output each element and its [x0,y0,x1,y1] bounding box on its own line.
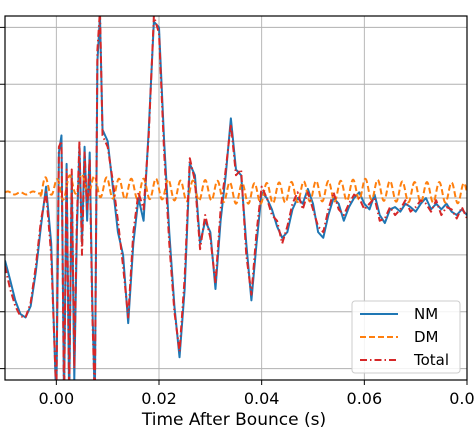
x-axis-label: Time After Bounce (s) [141,410,326,430]
x-tick-label-2: 0.04 [244,389,280,408]
x-tick-label-4: 0.08 [449,389,474,408]
legend-box [351,300,461,374]
legend-label-dm: DM [414,328,439,346]
legend-label-total: Total [413,351,449,369]
series-line-total [5,16,467,380]
plot-area [5,16,467,380]
ticks: 0.00 0.02 0.04 0.06 0.08 [0,26,474,408]
x-tick-label-3: 0.06 [347,389,383,408]
series-layer [5,16,467,380]
x-tick-label-0: 0.00 [39,389,75,408]
x-tick-label-1: 0.02 [141,389,177,408]
legend: NM DM Total [351,300,461,374]
series-line-dm [5,173,467,205]
legend-label-nm: NM [414,305,438,323]
